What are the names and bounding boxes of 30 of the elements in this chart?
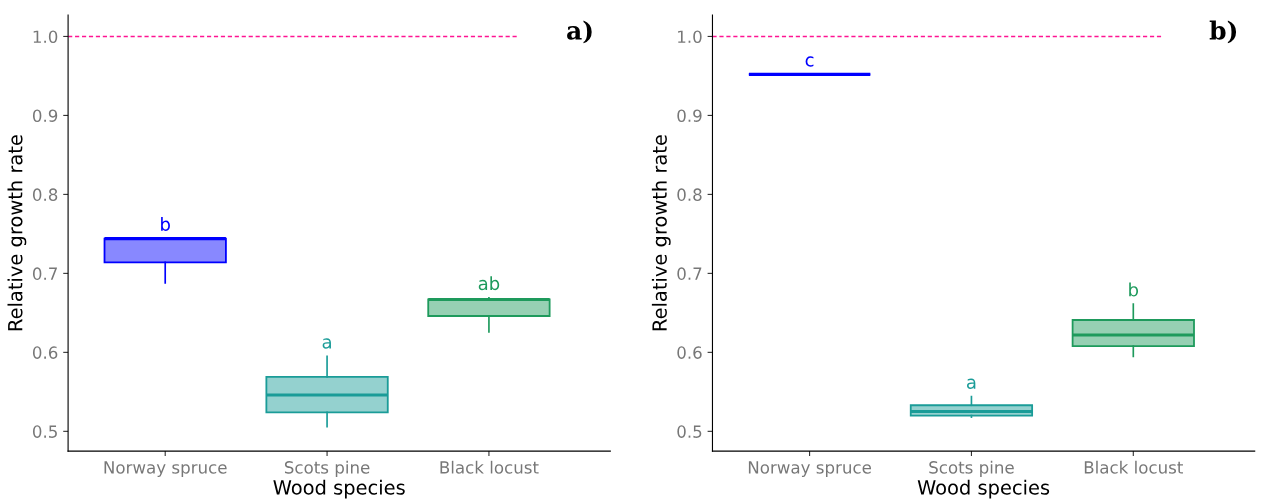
x-tick-label: Scots pine	[929, 460, 1014, 477]
x-tick-label: Black locust	[1084, 460, 1183, 474]
x-tick-label: Scots pine	[284, 460, 370, 477]
y-tick-label: 0.7	[32, 267, 57, 280]
y-axis-title: Relative growth rate	[7, 135, 27, 331]
x-tick-label: Norway spruce	[104, 461, 227, 477]
text: a)	[567, 20, 592, 44]
annotation: c	[805, 56, 814, 67]
y-tick-label: 0.7	[677, 267, 702, 280]
y-tick-label: 0.9	[32, 109, 58, 122]
y-tick-label: 0.5	[677, 425, 702, 438]
x-axis-title: Wood species	[917, 479, 1050, 499]
y-tick-label: 0.9	[677, 109, 702, 122]
y-tick-label: 0.8	[677, 188, 702, 201]
annotation: b	[1129, 282, 1139, 297]
annotation: a	[322, 338, 331, 349]
text: b)	[1209, 20, 1237, 44]
y-tick-label: 0.6	[32, 346, 58, 359]
y-tick-label: 1.0	[678, 30, 702, 44]
annotation: ab	[478, 276, 500, 291]
y-tick-label: 0.5	[32, 425, 57, 438]
x-tick-label: Black locust	[440, 460, 539, 474]
y-axis-title: Relative growth rate	[651, 135, 671, 331]
x-axis-title: Wood species	[273, 479, 405, 499]
y-tick-label: 0.8	[32, 188, 58, 201]
x-tick-label: Norway spruce	[748, 461, 871, 477]
y-tick-label: 0.6	[677, 346, 702, 359]
annotation: b	[161, 216, 170, 231]
annotation: a	[966, 378, 976, 389]
y-tick-label: 1.0	[33, 30, 58, 44]
